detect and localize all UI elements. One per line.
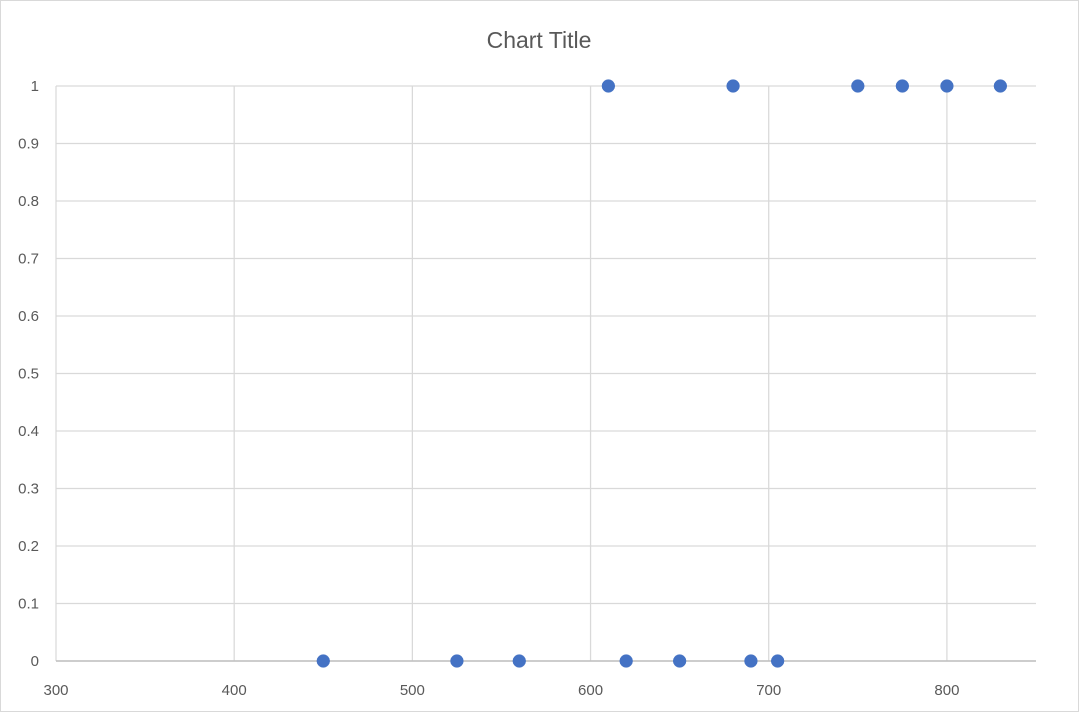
y-tick-label: 1: [31, 78, 39, 95]
x-tick-label: 600: [578, 682, 603, 699]
grid-lines: [55, 85, 1036, 662]
x-tick-label: 500: [400, 682, 425, 699]
data-point: [851, 79, 865, 93]
chart-title: Chart Title: [487, 27, 592, 53]
y-tick-label: 0.5: [18, 366, 39, 383]
x-tick-label: 300: [43, 682, 68, 699]
data-point: [993, 79, 1008, 93]
y-axis-tick-labels: 0 0.1 0.2 0.3 0.4 0.5 0.6 0.7 0.8 0.9 1: [18, 78, 39, 670]
data-point: [770, 654, 785, 668]
y-tick-label: 0.7: [18, 251, 39, 268]
y-tick-label: 0.3: [18, 481, 39, 498]
y-tick-label: 0: [31, 653, 39, 670]
y-tick-label: 0.2: [18, 538, 39, 555]
data-point: [601, 79, 616, 93]
y-tick-label: 0.9: [18, 136, 39, 153]
data-point: [895, 79, 910, 93]
data-points: [316, 79, 1008, 668]
x-tick-label: 800: [934, 682, 959, 699]
data-point: [744, 654, 758, 668]
y-tick-label: 0.1: [18, 596, 39, 613]
x-tick-label: 700: [756, 682, 781, 699]
data-point: [316, 654, 330, 668]
y-tick-label: 0.6: [18, 308, 39, 325]
data-point: [450, 654, 464, 668]
data-point: [940, 79, 954, 93]
x-axis-tick-labels: 300 400 500 600 700 800: [43, 682, 959, 699]
y-tick-label: 0.4: [18, 423, 39, 440]
data-point: [512, 654, 526, 668]
y-tick-label: 0.8: [18, 193, 39, 210]
data-point: [726, 79, 740, 93]
x-tick-label: 400: [222, 682, 247, 699]
data-point: [672, 654, 687, 668]
data-point: [619, 654, 633, 668]
